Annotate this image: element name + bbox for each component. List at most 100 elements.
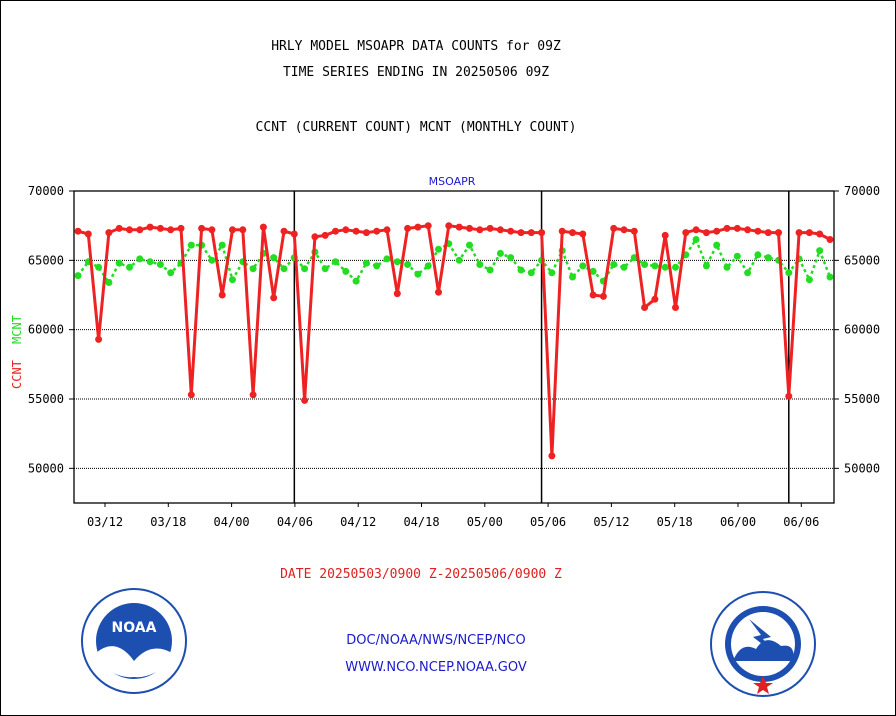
ccnt-data-point	[826, 236, 834, 243]
x-tick-label: 04/18	[403, 515, 439, 529]
ccnt-data-point	[661, 231, 669, 239]
mcnt-data-point	[373, 262, 381, 270]
axis-ticks	[69, 190, 839, 507]
mcnt-data-point	[218, 241, 226, 249]
mcnt-data-point	[641, 261, 649, 268]
ccnt-data-point	[424, 222, 432, 230]
ccnt-data-point	[239, 226, 247, 234]
mcnt-data-point	[156, 261, 164, 268]
mcnt-data-point	[816, 247, 824, 255]
mcnt-data-point	[496, 249, 504, 257]
x-tick-label: 03/18	[150, 515, 186, 529]
mcnt-data-point	[486, 266, 494, 274]
mcnt-data-point	[579, 262, 587, 270]
doc-path-link[interactable]: DOC/NOAA/NWS/NCEP/NCO	[346, 633, 526, 648]
x-tick-label: 03/12	[87, 515, 123, 529]
mcnt-data-point	[517, 266, 525, 274]
ccnt-data-point	[723, 224, 731, 232]
ccnt-data-point	[775, 229, 782, 237]
website-link[interactable]: WWW.NCO.NCEP.NOAA.GOV	[345, 660, 527, 675]
ccnt-data-point	[672, 304, 679, 311]
chart-title-line-2: TIME SERIES ENDING IN 20250506 09Z	[282, 65, 550, 80]
mcnt-data-point	[435, 245, 442, 253]
plot-frame	[73, 190, 835, 504]
ccnt-data-point	[290, 230, 298, 238]
ccnt-data-point	[507, 227, 515, 235]
ccnt-data-point	[445, 222, 453, 230]
x-tick-label: 05/18	[657, 515, 693, 529]
ccnt-data-point	[466, 224, 473, 232]
ccnt-data-point	[229, 226, 236, 234]
y-tick-label-right: 50000	[844, 461, 880, 475]
mcnt-data-point	[589, 267, 597, 275]
mcnt-data-point	[826, 273, 834, 281]
ccnt-data-point	[548, 452, 556, 460]
chart-title-line-3: CCNT (CURRENT COUNT) MCNT (MONTHLY COUNT…	[255, 120, 577, 135]
mcnt-data-point	[352, 277, 360, 285]
mcnt-data-point	[187, 241, 195, 249]
ccnt-data-point	[208, 226, 216, 234]
y-tick-label-left: 50000	[28, 461, 64, 475]
ccnt-data-point	[630, 227, 638, 235]
ccnt-data-point	[249, 391, 257, 399]
mcnt-data-point	[713, 241, 721, 249]
ccnt-data-point	[404, 224, 412, 232]
mcnt-data-point	[332, 258, 339, 266]
ccnt-data-point	[527, 229, 535, 237]
y-tick-label-left: 60000	[28, 323, 64, 337]
y-tick-label-right: 70000	[844, 184, 880, 198]
mcnt-data-point	[507, 254, 515, 262]
series-layer	[74, 222, 834, 460]
mcnt-data-point	[105, 279, 113, 286]
y-tick-label-right: 65000	[844, 253, 880, 267]
mcnt-data-point	[208, 256, 216, 264]
mcnt-data-point	[610, 261, 618, 268]
ccnt-data-point	[187, 391, 195, 399]
nws-logo	[710, 591, 816, 697]
y-axis-label-ccnt: CCNT	[10, 360, 24, 389]
ccnt-data-point	[311, 233, 319, 241]
ccnt-data-point	[105, 229, 113, 237]
ccnt-data-point	[74, 227, 82, 235]
ccnt-data-point	[733, 224, 741, 232]
mcnt-data-point	[569, 273, 576, 281]
ccnt-data-point	[301, 396, 309, 404]
mcnt-data-point	[301, 265, 309, 273]
mcnt-data-point	[115, 259, 123, 267]
x-tick-label: 06/06	[783, 515, 819, 529]
ccnt-data-point	[692, 226, 700, 234]
mcnt-data-point	[424, 262, 432, 270]
x-tick-label: 05/00	[467, 515, 503, 529]
ccnt-data-point	[785, 392, 793, 400]
mcnt-data-point	[661, 263, 669, 271]
ccnt-data-point	[682, 229, 690, 237]
ccnt-data-point	[486, 224, 494, 232]
mcnt-data-point	[95, 263, 103, 271]
x-tick-label: 04/06	[277, 515, 313, 529]
y-tick-label-left: 65000	[28, 253, 64, 267]
mcnt-data-point	[785, 269, 793, 277]
plot-title: MSOAPR	[429, 175, 476, 188]
mcnt-data-point	[754, 251, 762, 259]
ccnt-data-point	[167, 226, 175, 234]
mcnt-data-point	[744, 269, 752, 277]
ccnt-data-point	[816, 230, 824, 238]
ccnt-data-point	[156, 224, 164, 232]
mcnt-data-point	[702, 262, 710, 270]
ccnt-data-point	[641, 304, 649, 311]
ccnt-data-point	[414, 223, 422, 231]
ccnt-data-point	[177, 224, 185, 232]
mcnt-data-point	[805, 276, 813, 284]
ccnt-data-point	[136, 226, 144, 234]
x-tick-label: 05/12	[593, 515, 629, 529]
mcnt-data-point	[651, 262, 659, 270]
date-range-label: DATE 20250503/0900 Z-20250506/0900 Z	[280, 567, 562, 582]
mcnt-data-point	[136, 255, 144, 263]
y-tick-label-right: 55000	[844, 392, 880, 406]
ccnt-data-point	[620, 226, 628, 234]
ccnt-data-point	[84, 230, 92, 238]
x-tick-label: 05/06	[530, 515, 566, 529]
mcnt-data-point	[342, 267, 350, 275]
